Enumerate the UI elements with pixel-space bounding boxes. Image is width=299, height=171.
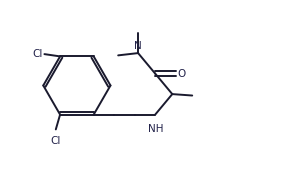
Text: N: N: [134, 41, 142, 51]
Text: Cl: Cl: [51, 136, 61, 146]
Text: O: O: [178, 69, 186, 79]
Text: NH: NH: [148, 124, 164, 134]
Text: Cl: Cl: [33, 49, 43, 59]
